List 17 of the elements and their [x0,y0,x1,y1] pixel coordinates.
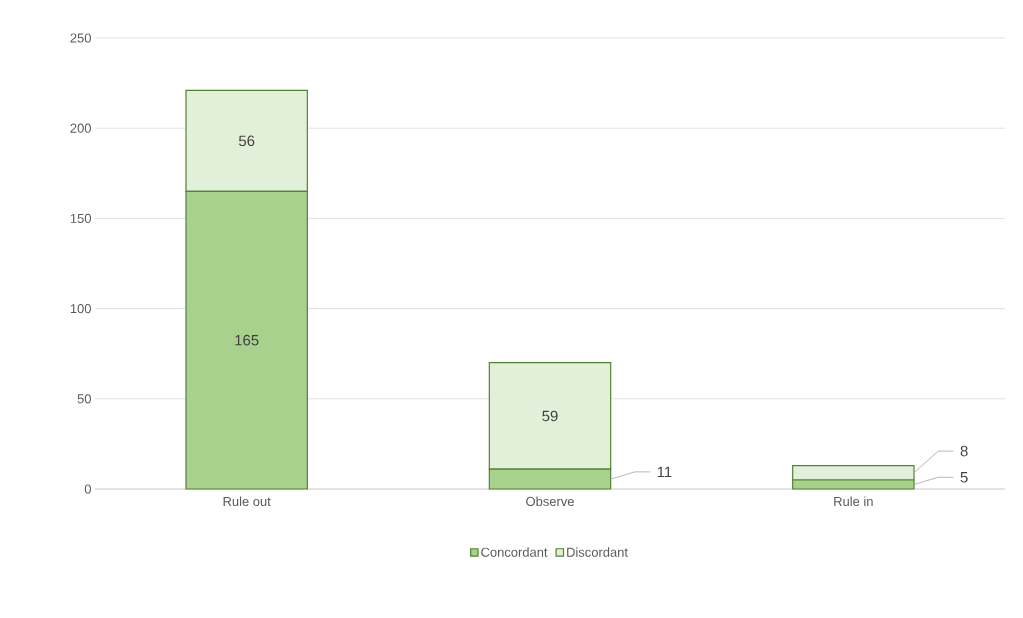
y-tick-label: 150 [70,213,91,223]
y-tick-label: 250 [70,33,91,43]
x-tick-label: Rule out [223,496,271,507]
data-label: 5 [960,472,968,483]
legend-label: Concordant [481,547,548,557]
data-label: 165 [235,334,259,346]
y-tick-label: 0 [84,484,91,494]
y-tick-label: 100 [70,304,91,314]
x-tick-label: Rule in [834,496,873,507]
y-tick-label: 200 [70,123,91,133]
data-label: 8 [960,445,968,457]
x-tick-label: Observe [526,496,574,507]
legend-label: Discordant [567,547,628,557]
data-label: 56 [238,135,255,147]
data-label: 59 [542,410,558,422]
data-label: 11 [657,466,672,477]
y-tick-label: 50 [77,394,91,404]
